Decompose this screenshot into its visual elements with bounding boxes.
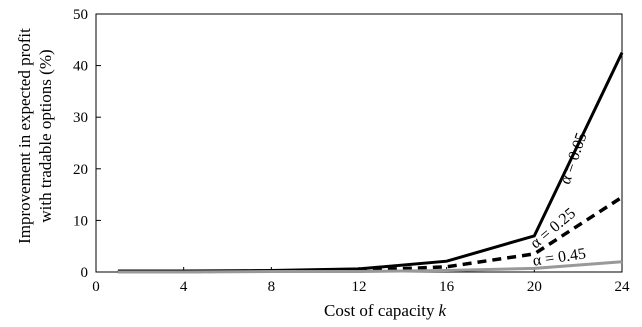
y-tick-label: 10 bbox=[73, 213, 88, 229]
y-axis-ticks: 0 10 20 30 40 50 bbox=[73, 7, 101, 281]
series-label-2: α = 0.25 bbox=[527, 205, 579, 252]
series-annotations: α = 0.05α = 0.25α = 0.45 bbox=[527, 131, 590, 270]
x-tick-label: 12 bbox=[352, 279, 367, 295]
y-axis-title: Improvement in expected profit with trad… bbox=[15, 28, 55, 244]
x-axis-title-text: Cost of capacity bbox=[324, 301, 435, 320]
series-label-1: α = 0.05 bbox=[557, 131, 590, 187]
y-axis-title-line-2: with tradable options (%) bbox=[36, 49, 55, 222]
x-tick-label: 24 bbox=[615, 279, 631, 295]
series-line-3 bbox=[117, 260, 623, 274]
x-tick-label: 8 bbox=[268, 279, 276, 295]
series-lines bbox=[117, 52, 624, 274]
y-tick-label: 20 bbox=[73, 162, 88, 178]
x-tick-label: 16 bbox=[439, 279, 455, 295]
x-axis-title: Cost of capacity k bbox=[324, 301, 446, 320]
x-axis-variable: k bbox=[438, 301, 446, 320]
x-tick-label: 0 bbox=[92, 279, 100, 295]
y-tick-label: 0 bbox=[81, 265, 89, 281]
x-axis-ticks: 0 4 8 12 16 20 24 bbox=[92, 267, 630, 295]
y-axis-title-line-1: Improvement in expected profit bbox=[15, 28, 34, 244]
x-tick-label: 4 bbox=[180, 279, 188, 295]
y-tick-label: 40 bbox=[73, 59, 88, 75]
x-tick-label: 20 bbox=[527, 279, 542, 295]
y-tick-label: 30 bbox=[73, 110, 88, 126]
y-tick-label: 50 bbox=[73, 7, 88, 23]
